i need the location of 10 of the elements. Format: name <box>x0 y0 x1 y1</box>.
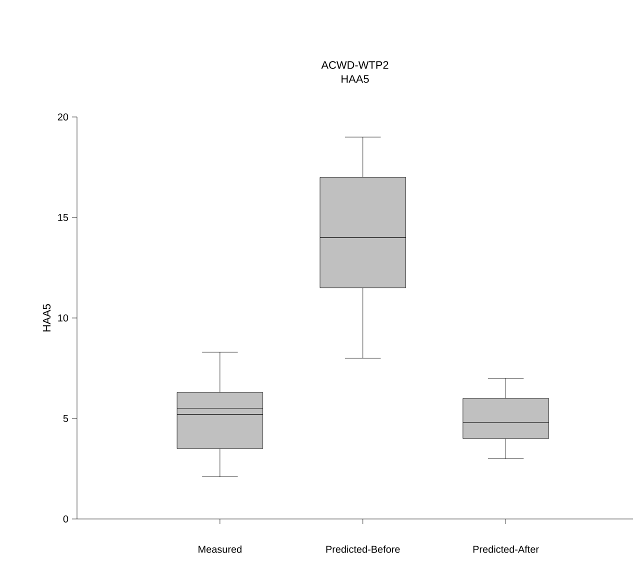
x-tick-label: Predicted-Before <box>326 546 400 553</box>
y-axis-title: HAA5 <box>42 304 51 332</box>
y-tick-label: 0 <box>63 515 68 523</box>
y-tick-label: 15 <box>58 214 68 221</box>
x-tick-label: Predicted-After <box>473 546 539 553</box>
y-tick-label: 10 <box>58 314 68 322</box>
chart-title: ACWD-WTP2 HAA5 <box>321 61 388 83</box>
y-tick-label: 5 <box>63 415 68 422</box>
x-tick-label: Measured <box>198 546 242 553</box>
y-tick-label: 20 <box>58 113 68 121</box>
